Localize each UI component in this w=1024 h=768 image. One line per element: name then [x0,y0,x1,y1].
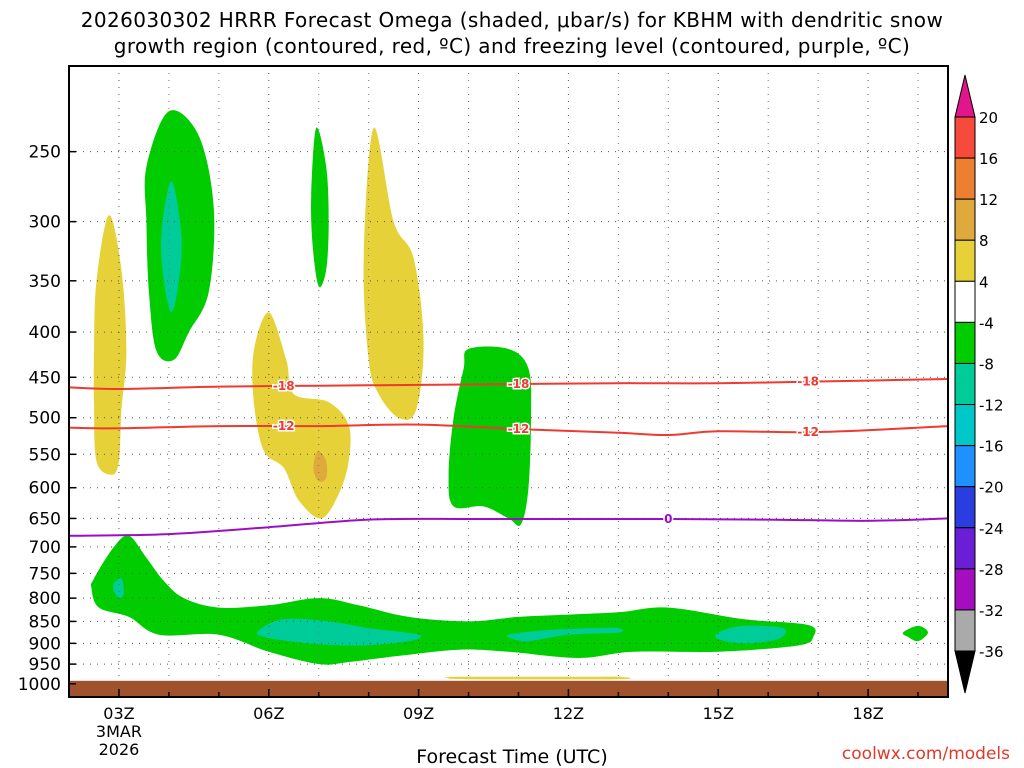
x-date-label: 3MAR [96,722,142,741]
omega-region [256,618,422,646]
omega-region [902,625,928,642]
colorbar-tick-label: 20 [979,109,998,127]
colorbar-tick-label: -4 [979,314,994,332]
colorbar-tick-label: 16 [979,150,998,168]
x-tick-label: 03Z [103,704,134,723]
colorbar-swatch [954,362,976,406]
surface-layer [69,680,948,697]
colorbar-swatch [954,404,976,447]
y-tick-label: 850 [29,612,61,632]
axes: 2503003504004505005506006507007508008509… [18,65,949,759]
contour-label: -12 [797,425,819,439]
colorbar-tick-label: -36 [979,643,1004,661]
chart-title-line1: 2026030302 HRRR Forecast Omega (shaded, … [80,8,944,32]
contour-line [69,423,948,437]
colorbar-swatch [954,157,976,200]
y-tick-label: 450 [29,368,61,388]
x-tick-label: 09Z [403,704,434,723]
y-tick-label: 1000 [18,675,61,695]
colorbar-tick-label: -12 [979,397,1004,415]
x-tick-label: 12Z [553,704,584,723]
y-tick-label: 650 [29,509,61,529]
x-tick-label: 15Z [703,704,734,723]
colorbar-swatch [954,321,976,364]
colorbar-tick-label: 4 [979,273,989,291]
omega-region [90,535,816,665]
contour-line [69,517,948,537]
y-tick-label: 500 [29,409,61,429]
plot-area [69,110,948,697]
x-tick-label: 06Z [253,704,284,723]
colorbar: 20 16 12 8 4 -4 -8 -12 -16 -20 -24 -28 -32 -36 [954,74,1004,694]
omega-region [93,215,127,475]
contour-lines: -18 -18 -18 -12 -12 -12 0 [69,373,948,537]
colorbar-tick-label: -24 [979,520,1004,538]
contour-line [69,378,948,391]
plot-frame [68,65,949,698]
colorbar-swatch [954,568,976,611]
colorbar-swatch [954,609,976,652]
omega-region [363,127,424,420]
omega-region [311,127,329,288]
colorbar-tick-label: -16 [979,438,1004,456]
y-tick-label: 550 [29,445,61,465]
y-tick-label: 400 [29,323,61,343]
x-date-label: 2026 [99,740,140,759]
colorbar-tick-label: -20 [979,479,1004,497]
contour-label: -12 [508,422,530,436]
colorbar-top-arrow [954,74,976,118]
colorbar-tick-label: -28 [979,561,1004,579]
y-tick-label: 600 [29,479,61,499]
y-tick-label: 800 [29,589,61,609]
y-tick-label: 350 [29,272,61,292]
contour-label: -18 [797,375,819,389]
colorbar-tick-label: -8 [979,355,994,373]
colorbar-swatch [954,486,976,529]
y-tick-label: 950 [29,655,61,675]
y-tick-label: 300 [29,213,61,233]
omega-region [160,181,182,313]
y-tick-label: 250 [29,143,61,163]
x-tick-label: 18Z [852,704,883,723]
x-axis-label: Forecast Time (UTC) [416,746,608,768]
colorbar-swatch [954,527,976,570]
colorbar-swatch [954,445,976,488]
y-tick-label: 700 [29,538,61,558]
chart-title-line2: growth region (contoured, red, ºC) and f… [113,34,911,58]
contour-label: 0 [664,512,672,526]
y-tick-label: 750 [29,564,61,584]
colorbar-tick-label: -32 [979,602,1004,620]
colorbar-swatch [954,239,976,282]
contour-label: -18 [273,379,295,393]
colorbar-swatch [954,116,976,159]
y-tick-label: 900 [29,634,61,654]
source-credit[interactable]: coolwx.com/models [841,744,1010,764]
contour-label: -12 [273,419,295,433]
omega-region [715,625,786,644]
colorbar-tick-label: 12 [979,191,998,209]
colorbar-swatch [954,280,976,323]
omega-region [313,450,328,482]
omega-region [444,676,632,680]
colorbar-swatch [954,198,976,241]
contour-label: -18 [508,377,530,391]
colorbar-tick-label: 8 [979,232,989,250]
omega-region [448,346,532,526]
omega-region [506,627,624,642]
colorbar-bottom-arrow [954,650,976,694]
omega-region [113,578,125,599]
